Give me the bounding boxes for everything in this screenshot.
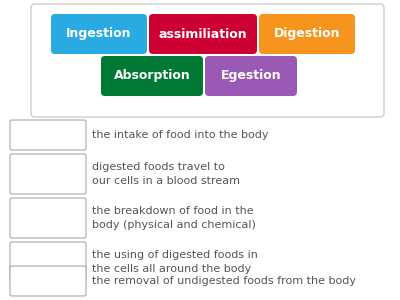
FancyBboxPatch shape xyxy=(10,198,86,238)
Text: assimiliation: assimiliation xyxy=(159,28,247,40)
FancyBboxPatch shape xyxy=(10,154,86,194)
FancyBboxPatch shape xyxy=(31,4,384,117)
Text: the using of digested foods in
the cells all around the body: the using of digested foods in the cells… xyxy=(92,250,258,274)
FancyBboxPatch shape xyxy=(101,56,203,96)
Text: the intake of food into the body: the intake of food into the body xyxy=(92,130,268,140)
Text: Egestion: Egestion xyxy=(221,70,281,83)
FancyBboxPatch shape xyxy=(10,266,86,296)
Text: the removal of undigested foods from the body: the removal of undigested foods from the… xyxy=(92,276,356,286)
FancyBboxPatch shape xyxy=(149,14,257,54)
FancyBboxPatch shape xyxy=(51,14,147,54)
FancyBboxPatch shape xyxy=(259,14,355,54)
Text: digested foods travel to
our cells in a blood stream: digested foods travel to our cells in a … xyxy=(92,162,240,186)
Text: Ingestion: Ingestion xyxy=(66,28,132,40)
Text: the breakdown of food in the
body (physical and chemical): the breakdown of food in the body (physi… xyxy=(92,206,256,230)
Text: Digestion: Digestion xyxy=(274,28,340,40)
FancyBboxPatch shape xyxy=(205,56,297,96)
Text: Absorption: Absorption xyxy=(114,70,190,83)
FancyBboxPatch shape xyxy=(10,242,86,282)
FancyBboxPatch shape xyxy=(10,120,86,150)
